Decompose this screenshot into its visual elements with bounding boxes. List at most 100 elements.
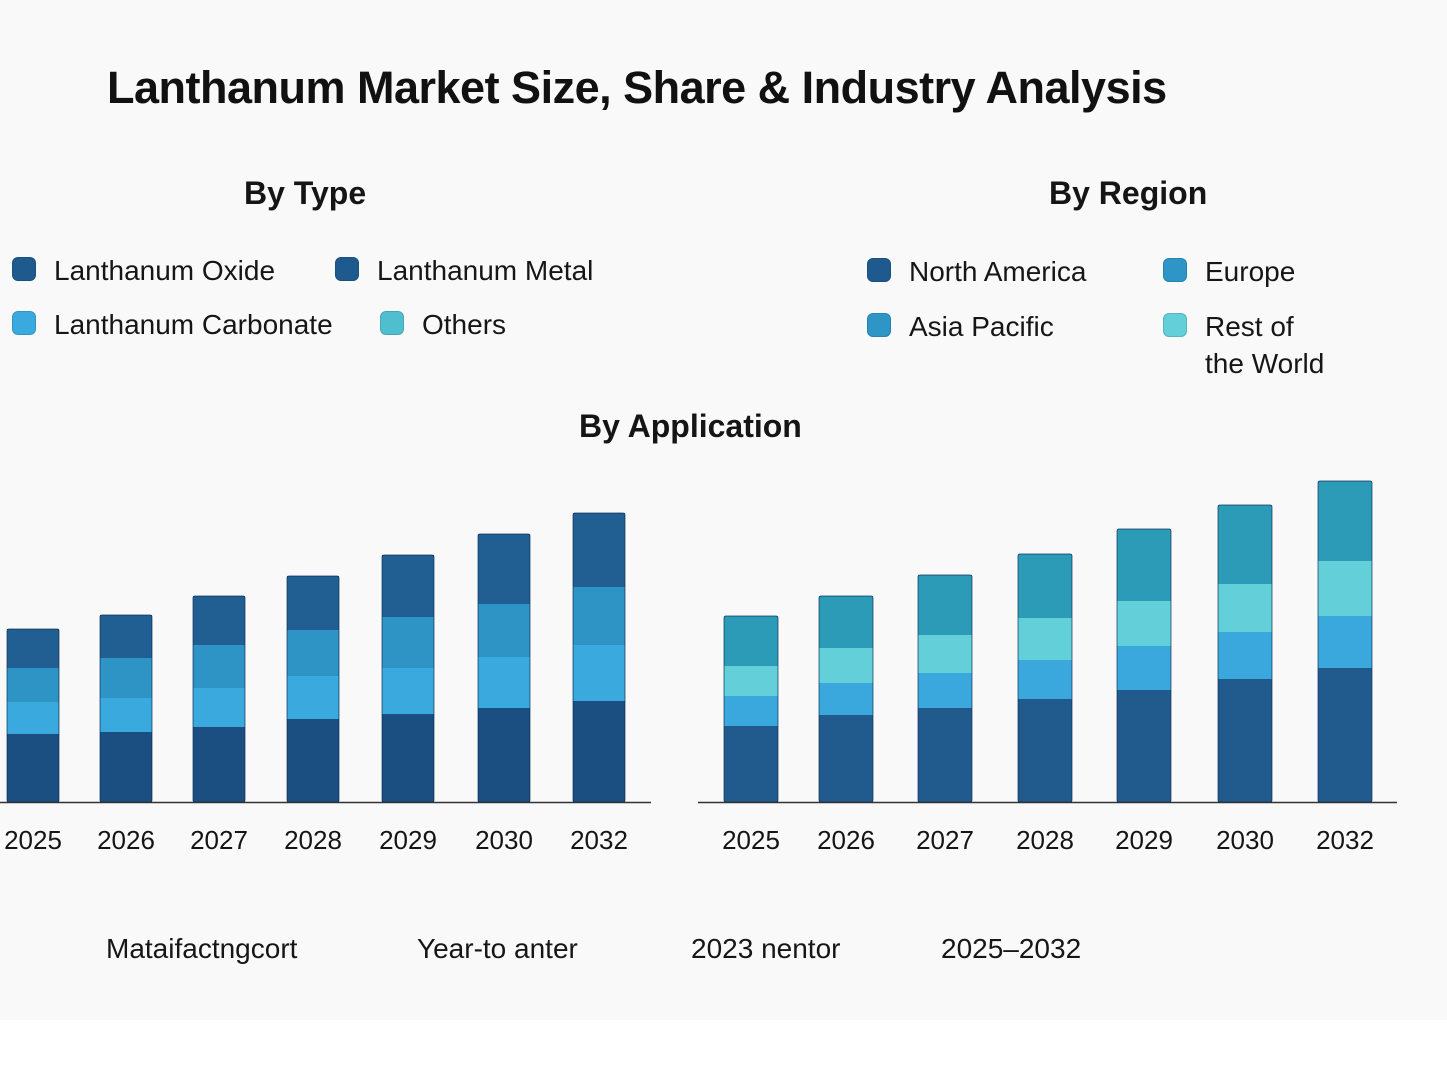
bar-segment-2027-0 [918,708,972,802]
legend-label: Others [422,309,507,340]
x-tick-label: 2027 [190,825,248,855]
bar-segment-2027-2 [193,645,245,688]
legend-item-lanthanum-oxide: Lanthanum Oxide [12,252,275,289]
bar-segment-2032-0 [573,701,625,802]
section-title-by-type: By Type [244,175,367,211]
x-tick-label: 2028 [284,825,342,855]
legend-item-north-america: North America [867,253,1086,290]
bar-segment-2027-3 [193,596,245,645]
legend-item-rest-of-world: Rest of the World [1163,308,1324,382]
main-title: Lanthanum Market Size, Share & Industry … [107,62,1167,113]
bar-segment-2030-2 [1218,584,1272,632]
legend-item-europe: Europe [1163,253,1295,290]
x-tick-label: 2032 [1316,825,1374,855]
bar-segment-2026-2 [819,648,873,683]
bar-segment-2028-2 [1018,618,1072,660]
legend-item-lanthanum-metal: Lanthanum Metal [335,252,593,289]
legend-label: Europe [1205,256,1296,287]
x-tick-label: 2030 [1216,825,1274,855]
x-tick-label: 2026 [817,825,875,855]
bar-segment-2029-2 [1117,601,1171,646]
bar-segment-2026-3 [819,596,873,648]
legend-swatch-icon [12,311,36,335]
bar-segment-2026-1 [100,698,152,732]
bar-segment-2026-0 [100,732,152,802]
bar-segment-2029-1 [1117,646,1171,690]
bar-segment-2030-0 [478,708,530,802]
bar-segment-2027-1 [918,673,972,708]
legend-label: Rest of the World [1205,311,1325,379]
legend-label: Lanthanum Metal [377,255,594,286]
bar-segment-2025-3 [724,616,778,666]
legend-item-lanthanum-carbonate: Lanthanum Carbonate [12,306,333,343]
bar-segment-2025-0 [724,726,778,802]
footer-label: 2025–2032 [941,933,1082,964]
bar-segment-2026-0 [819,715,873,802]
infographic-canvas [0,0,1447,1020]
legend-label: Lanthanum Carbonate [54,309,333,340]
legend-swatch-icon [867,258,891,282]
bar-segment-2032-3 [1318,481,1372,561]
bar-segment-2032-2 [1318,561,1372,616]
bar-segment-2025-2 [7,668,59,702]
bar-segment-2030-2 [478,604,530,657]
bar-segment-2029-3 [1117,529,1171,601]
bar-segment-2029-0 [382,714,434,802]
bar-segment-2030-3 [478,534,530,604]
legend-swatch-icon [867,313,891,337]
legend-swatch-icon [12,257,36,281]
bar-segment-2025-2 [724,666,778,696]
legend-item-others: Others [380,306,506,343]
bar-segment-2030-0 [1218,679,1272,802]
legend-label: Asia Pacific [909,311,1054,342]
bar-segment-2025-1 [724,696,778,726]
bar-segment-2027-3 [918,575,972,635]
section-title-by-application: By Application [579,408,802,444]
bar-segment-2032-3 [573,513,625,587]
legend-swatch-icon [335,257,359,281]
bar-segment-2025-3 [7,629,59,668]
bar-segment-2029-1 [382,668,434,714]
footer-label: Year-to anter [417,933,578,964]
stacked-bar-charts: 2025 2026 2027 2028 2029 2030 2032 2025 2026 2027… [0,480,1397,855]
bar-segment-2032-1 [1318,616,1372,668]
bar-segment-2028-1 [1018,660,1072,699]
bar-segment-2028-1 [287,676,339,719]
bar-segment-2030-3 [1218,505,1272,584]
bar-segment-2026-1 [819,683,873,715]
bar-segment-2027-0 [193,727,245,802]
bar-segment-2029-2 [382,617,434,668]
bar-segment-2025-0 [7,734,59,802]
footer-label: 2023 nentor [691,933,841,964]
bar-segment-2030-1 [478,657,530,708]
bar-segment-2030-1 [1218,632,1272,679]
legend-swatch-icon [380,311,404,335]
bar-segment-2027-1 [193,688,245,727]
x-tick-label: 2029 [1115,825,1173,855]
legend-swatch-icon [1163,313,1187,337]
x-tick-label: 2032 [570,825,628,855]
x-tick-label: 2027 [916,825,974,855]
x-tick-label: 2025 [722,825,780,855]
bar-segment-2028-3 [287,576,339,630]
bar-segment-2028-0 [287,719,339,802]
bar-segment-2028-3 [1018,554,1072,618]
chart-1: 2025 2026 2027 2028 2029 2030 2032 [698,480,1397,855]
bar-segment-2029-3 [382,555,434,617]
bar-segment-2026-3 [100,615,152,658]
bar-segment-2025-1 [7,702,59,734]
bar-segment-2028-2 [287,630,339,676]
legend-item-asia-pacific: Asia Pacific [867,308,1054,345]
footer-label: Mataifactngcort [106,933,298,964]
legend-label: Lanthanum Oxide [54,255,276,286]
x-tick-label: 2030 [475,825,533,855]
x-tick-label: 2029 [379,825,437,855]
section-title-by-region: By Region [1049,175,1208,211]
bar-segment-2029-0 [1117,690,1171,802]
x-tick-label: 2028 [1016,825,1074,855]
bar-segment-2027-2 [918,635,972,673]
legend-label: North America [909,256,1087,287]
x-tick-label: 2026 [97,825,155,855]
bar-segment-2032-2 [573,587,625,645]
bar-segment-2032-1 [573,645,625,701]
